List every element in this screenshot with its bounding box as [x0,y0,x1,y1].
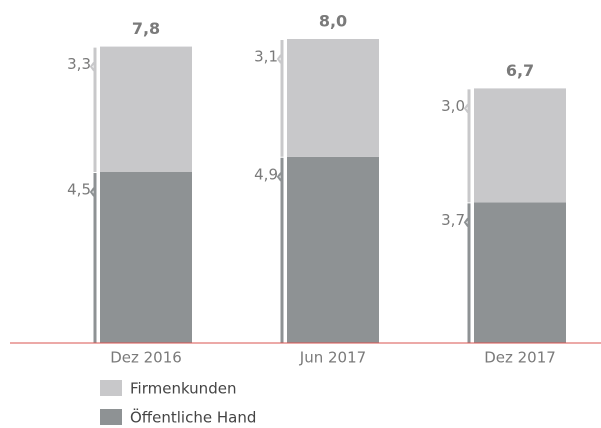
bracket-tick [463,103,469,113]
bracket-tick [276,54,282,64]
total-label: 7,8 [132,19,160,38]
bracket-tick [89,62,95,72]
bar-segment [100,172,192,343]
value-label: 3,1 [254,48,278,66]
bar-segment [100,46,192,172]
bracket-tick [89,187,95,197]
bar-segment [287,156,379,343]
legend-label: Firmenkunden [130,380,236,398]
total-label: 8,0 [319,12,347,31]
x-tick-label: Jun 2017 [299,349,366,367]
bracket-tick [276,172,282,182]
x-tick-label: Dez 2017 [484,349,556,367]
value-label: 3,7 [441,211,465,229]
total-label: 6,7 [506,61,534,80]
legend-label: Öffentliche Hand [130,408,256,427]
legend-swatch [100,380,122,396]
bar-segment [474,202,566,343]
bracket-tick [463,217,469,227]
value-label: 3,3 [67,55,91,73]
bar-segment [474,88,566,203]
bar-segment [287,39,379,157]
value-label: 3,0 [441,97,465,115]
x-tick-label: Dez 2016 [110,349,182,367]
value-label: 4,5 [67,181,91,199]
legend-swatch [100,409,122,425]
value-label: 4,9 [254,165,278,183]
